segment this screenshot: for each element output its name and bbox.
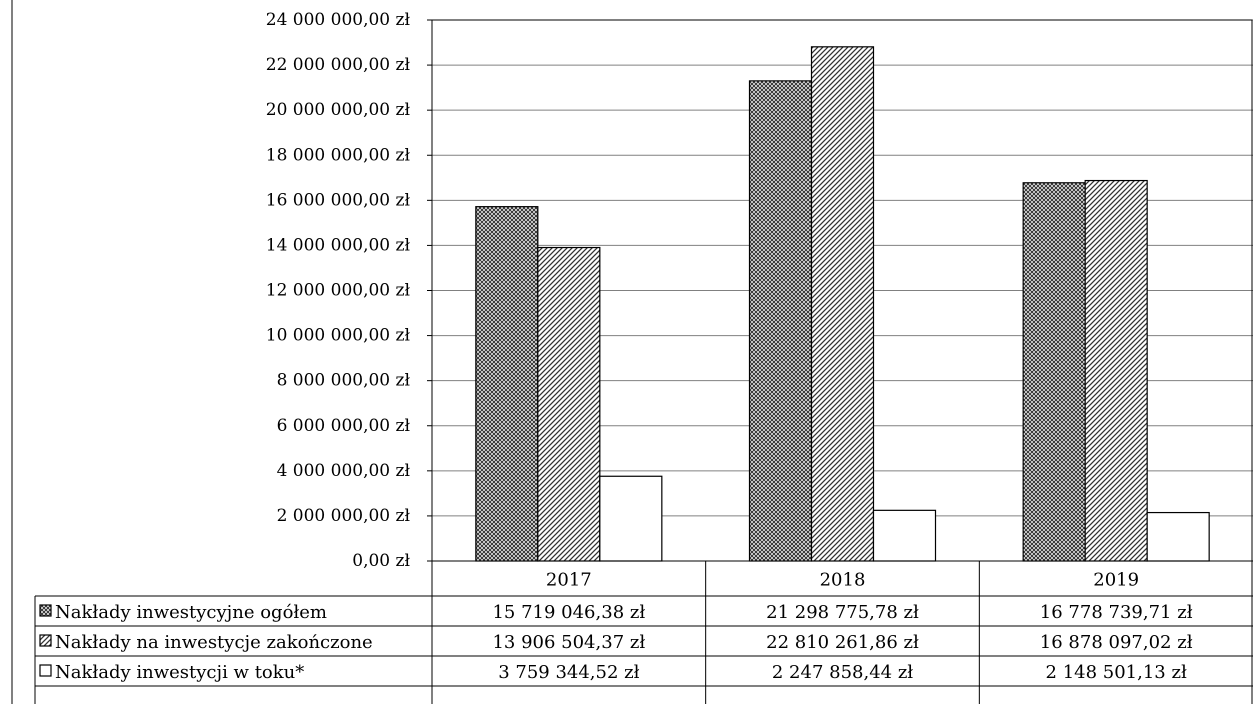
bar-series-3-2018 [872, 509, 937, 562]
y-tick-label: 0,00 zł [352, 551, 410, 571]
table-cell-value: 3 759 344,52 zł [498, 662, 639, 683]
y-tick-label: 18 000 000,00 zł [266, 145, 411, 165]
axes: 0,00 zł 2 000 000,00 zł 4 000 000,00 zł 6 0… [11, 0, 1253, 704]
y-tick-label: 6 000 000,00 zł [277, 416, 411, 436]
table-cell-value: 2 247 858,44 zł [772, 662, 913, 683]
table-cell-value: 16 878 097,02 zł [1040, 632, 1193, 653]
x-category-label: 2019 [1093, 570, 1139, 591]
x-category-label: 2017 [546, 570, 592, 591]
table-cell-value: 16 778 739,71 zł [1040, 602, 1193, 623]
y-tick-label: 8 000 000,00 zł [277, 371, 411, 391]
y-tick-label: 20 000 000,00 zł [266, 100, 411, 120]
legend-key [39, 604, 52, 617]
bar-series-3-2019 [1146, 511, 1210, 562]
y-tick-label: 2 000 000,00 zł [277, 506, 411, 526]
table-cell-value: 2 148 501,13 zł [1046, 662, 1187, 683]
legend-label: Nakłady inwestycji w toku* [55, 662, 304, 683]
bar-series-2-2017 [537, 246, 601, 562]
legend-key [39, 664, 52, 677]
legend-label: Nakłady na inwestycje zakończone [55, 632, 373, 653]
y-tick-label: 12 000 000,00 zł [266, 281, 411, 301]
y-tick-label: 16 000 000,00 zł [266, 190, 411, 210]
x-category-label: 2018 [820, 570, 866, 591]
table-cell-value: 15 719 046,38 zł [492, 602, 645, 623]
bar-series-1-2019 [1022, 182, 1086, 562]
y-tick-label: 10 000 000,00 zł [266, 326, 411, 346]
bar-series-3-2017 [599, 475, 663, 562]
bar-series-2-2018 [810, 46, 875, 562]
bar-series-1-2018 [748, 80, 813, 562]
legend-label: Nakłady inwestycyjne ogółem [55, 602, 327, 623]
bar-series-1-2017 [475, 206, 539, 562]
bars [475, 46, 1210, 562]
table-cell-value: 22 810 261,86 zł [766, 632, 919, 653]
bar-series-2-2019 [1084, 179, 1148, 562]
data-table: 2017 2018 2019 Nakłady inwestycyjne ogółem 1… [34, 560, 1253, 704]
table-cell-value: 21 298 775,78 zł [766, 602, 919, 623]
table-cell-value: 13 906 504,37 zł [492, 632, 645, 653]
y-tick-label: 22 000 000,00 zł [266, 55, 411, 75]
y-tick-label: 14 000 000,00 zł [266, 235, 411, 255]
legend-key [39, 634, 52, 647]
y-tick-label: 4 000 000,00 zł [277, 461, 411, 481]
y-tick-label: 24 000 000,00 zł [266, 10, 411, 30]
